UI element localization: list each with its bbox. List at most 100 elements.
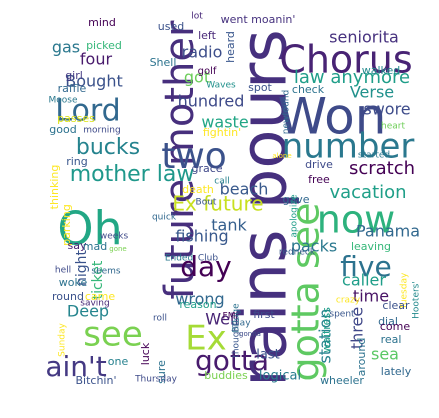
word-gonna: gonna	[239, 330, 261, 338]
word-came: came	[85, 290, 116, 303]
word-lately: lately	[381, 365, 412, 378]
word-bridge: Bridge	[232, 303, 242, 333]
word-logical: logical	[259, 369, 301, 384]
word-drive: drive	[305, 158, 333, 171]
word-five: five	[340, 250, 391, 283]
word-saving: saving	[80, 299, 109, 309]
word-heart: heart	[381, 122, 405, 132]
word-raffle: raffle	[58, 82, 87, 95]
word-waves: Waves	[206, 81, 236, 91]
word-used: used	[158, 20, 184, 33]
word-ended: Ended	[165, 254, 193, 264]
word-free: free	[308, 173, 330, 186]
word-dial: dial	[378, 315, 398, 328]
word-chorus: Chorus	[279, 38, 412, 82]
word-thursday: Thursday	[134, 375, 178, 385]
word-moose: Moose	[48, 96, 77, 106]
word-parking: parking	[60, 204, 73, 246]
word-left: left	[198, 29, 217, 42]
word-bout: Bout	[196, 198, 217, 208]
word-last: last	[256, 348, 279, 363]
word-woke: woke	[59, 276, 88, 289]
word-gave: gave	[282, 193, 309, 206]
word-four: four	[80, 50, 113, 69]
word-rains-pours: rains pours	[228, 29, 302, 387]
word-tuesday: Tuesday	[400, 272, 410, 310]
word-wheeler: wheeler	[320, 374, 364, 387]
word-lord: Lord	[55, 94, 120, 129]
word-deep: Deep	[67, 302, 109, 321]
word-redneck: redneck	[279, 248, 316, 258]
word-see: see	[83, 315, 143, 355]
word-ex: Ex	[185, 319, 227, 359]
word-gas: gas	[52, 38, 80, 57]
word-play: play	[231, 319, 251, 329]
word-gotta-see: gotta see	[284, 202, 328, 381]
word-shell: Shell	[150, 56, 177, 69]
word-seniorita: seniorita	[329, 28, 399, 47]
word-say: say	[68, 239, 87, 252]
word-time: time	[353, 287, 389, 306]
word-verse: Verse	[350, 83, 394, 102]
word-fishing: fishing	[175, 227, 228, 246]
word-luck: luck	[139, 342, 152, 365]
word-grace: grace	[191, 162, 222, 175]
word-call: call	[214, 177, 229, 187]
word-golf: golf	[198, 66, 217, 77]
word-quick: quick	[152, 213, 177, 223]
word-spent: spent	[329, 310, 355, 320]
word-ex-future: Ex future	[172, 192, 263, 216]
word-waitress: waitress	[320, 307, 333, 353]
word-hell: hell	[55, 266, 71, 276]
word-packs: packs	[291, 237, 337, 256]
word-sure: sure	[155, 360, 168, 384]
word-swore: swore	[363, 100, 410, 119]
word-panama: Panama	[356, 222, 420, 241]
word-tank: tank	[211, 216, 247, 235]
word-night: night	[74, 249, 90, 286]
word-death: death	[182, 183, 214, 196]
word-lot: lot	[191, 12, 203, 22]
word-thinking: thinking	[48, 165, 61, 210]
word-alone: alone	[272, 152, 291, 160]
word-law-anymore: law anymore	[294, 67, 410, 88]
word-sea: sea	[371, 345, 399, 364]
word-bought: Bought	[65, 72, 122, 91]
word-hooters: Hooters'	[412, 281, 422, 319]
word-fightin: fightin'	[203, 126, 241, 139]
word-spot: spot	[248, 81, 272, 94]
word-waste: waste	[201, 113, 248, 132]
word-two: two	[161, 136, 227, 177]
word-weeks: weeks	[100, 232, 129, 242]
word-first: first	[253, 308, 275, 321]
word-bitchin: Bitchin'	[76, 374, 117, 387]
word-apologize: apologize	[290, 194, 300, 238]
word-well: Well	[205, 310, 239, 329]
word-ticket: ticket	[90, 260, 106, 299]
word-scratch: scratch	[349, 158, 415, 179]
word-three: three	[348, 307, 367, 349]
word-clear: clear	[382, 299, 410, 312]
word-beach: beach	[220, 180, 269, 199]
word-mother-law: mother law	[70, 162, 195, 187]
word-number: number	[282, 127, 415, 167]
word-picked: picked	[86, 39, 122, 52]
word-heard: heard	[224, 31, 237, 63]
word-sunday: Sunday	[58, 322, 68, 356]
word-caller: caller	[342, 271, 386, 290]
word-real: real	[381, 333, 402, 346]
word-fm: FM	[223, 312, 236, 322]
word-crazy: crazy	[336, 296, 361, 306]
word-come: come	[380, 320, 410, 333]
word-radio: radio	[182, 43, 223, 62]
word-future-mother: future mother	[157, 20, 203, 299]
word-mind: mind	[88, 16, 116, 29]
word-wrong: wrong	[175, 290, 224, 309]
word-good: good	[49, 123, 76, 136]
word-went-moanin: went moanin'	[221, 13, 296, 26]
word-morning: morning	[83, 126, 120, 136]
word-seems: seems	[91, 267, 121, 277]
word-gotta: gotta	[195, 344, 269, 377]
word-vacation: vacation	[329, 182, 406, 203]
